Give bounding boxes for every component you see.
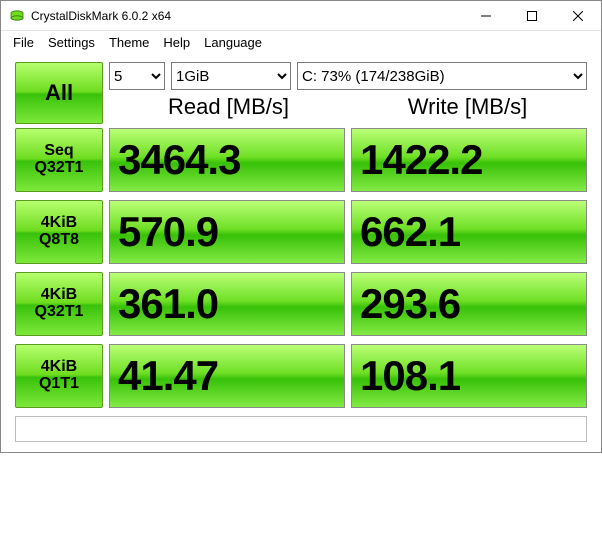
read-value: 41.47 <box>109 344 345 408</box>
maximize-button[interactable] <box>509 1 555 31</box>
test-button-4kib-q1t1[interactable]: 4KiB Q1T1 <box>15 344 103 408</box>
test-row: 4KiB Q1T1 41.47 108.1 <box>15 344 587 408</box>
read-value: 361.0 <box>109 272 345 336</box>
results-grid: Seq Q32T1 3464.3 1422.2 4KiB Q8T8 570.9 … <box>15 128 587 408</box>
menu-theme[interactable]: Theme <box>103 33 155 52</box>
menubar: File Settings Theme Help Language <box>1 31 601 56</box>
test-row: 4KiB Q8T8 570.9 662.1 <box>15 200 587 264</box>
read-value: 3464.3 <box>109 128 345 192</box>
header-read: Read [MB/s] <box>109 94 348 120</box>
menu-file[interactable]: File <box>7 33 40 52</box>
read-value: 570.9 <box>109 200 345 264</box>
minimize-button[interactable] <box>463 1 509 31</box>
test-row: 4KiB Q32T1 361.0 293.6 <box>15 272 587 336</box>
write-value: 293.6 <box>351 272 587 336</box>
menu-settings[interactable]: Settings <box>42 33 101 52</box>
window-title: CrystalDiskMark 6.0.2 x64 <box>31 9 463 23</box>
app-window: CrystalDiskMark 6.0.2 x64 File Settings … <box>0 0 602 453</box>
selectors-row: 5 1GiB C: 73% (174/238GiB) <box>109 62 587 90</box>
status-bar <box>15 416 587 442</box>
write-value: 1422.2 <box>351 128 587 192</box>
menu-language[interactable]: Language <box>198 33 268 52</box>
test-row: Seq Q32T1 3464.3 1422.2 <box>15 128 587 192</box>
window-controls <box>463 1 601 31</box>
drive-select[interactable]: C: 73% (174/238GiB) <box>297 62 587 90</box>
selectors-col: 5 1GiB C: 73% (174/238GiB) Read [MB/s] W… <box>109 62 587 124</box>
content-area: All 5 1GiB C: 73% (174/238GiB) Read [MB/… <box>1 56 601 452</box>
run-count-select[interactable]: 5 <box>109 62 165 90</box>
top-controls-row: All 5 1GiB C: 73% (174/238GiB) Read [MB/… <box>15 62 587 124</box>
test-button-4kib-q8t8[interactable]: 4KiB Q8T8 <box>15 200 103 264</box>
titlebar: CrystalDiskMark 6.0.2 x64 <box>1 1 601 31</box>
write-value: 662.1 <box>351 200 587 264</box>
write-value: 108.1 <box>351 344 587 408</box>
close-button[interactable] <box>555 1 601 31</box>
test-button-4kib-q32t1[interactable]: 4KiB Q32T1 <box>15 272 103 336</box>
app-icon <box>9 8 25 24</box>
menu-help[interactable]: Help <box>157 33 196 52</box>
test-size-select[interactable]: 1GiB <box>171 62 291 90</box>
column-headers: Read [MB/s] Write [MB/s] <box>109 94 587 120</box>
test-button-seq-q32t1[interactable]: Seq Q32T1 <box>15 128 103 192</box>
all-button[interactable]: All <box>15 62 103 124</box>
header-write: Write [MB/s] <box>348 94 587 120</box>
